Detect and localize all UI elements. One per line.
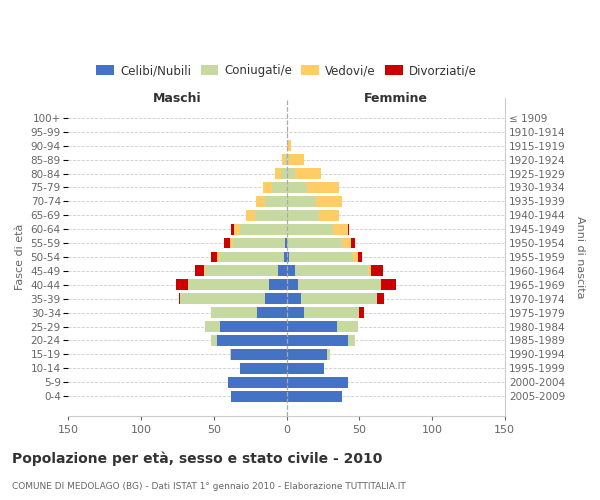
Bar — [298, 280, 380, 290]
Bar — [353, 252, 358, 262]
Bar — [256, 196, 265, 207]
Bar — [269, 280, 287, 290]
Bar — [287, 266, 295, 276]
Bar — [287, 210, 319, 220]
Bar — [347, 224, 349, 234]
Bar — [287, 321, 337, 332]
Bar — [287, 280, 298, 290]
Bar — [229, 377, 287, 388]
Bar — [287, 126, 288, 137]
Bar — [287, 349, 327, 360]
Bar — [304, 307, 359, 318]
Bar — [287, 196, 316, 207]
Bar — [319, 210, 339, 220]
Bar — [211, 252, 217, 262]
Bar — [327, 349, 330, 360]
Bar — [287, 238, 342, 248]
Text: Maschi: Maschi — [153, 92, 202, 106]
Bar — [234, 224, 240, 234]
Bar — [240, 224, 287, 234]
Bar — [380, 280, 381, 290]
Bar — [285, 238, 287, 248]
Bar — [377, 294, 384, 304]
Bar — [287, 294, 301, 304]
Bar — [359, 307, 364, 318]
Bar — [287, 182, 307, 193]
Text: Femmine: Femmine — [364, 92, 428, 106]
Y-axis label: Fasce di età: Fasce di età — [15, 224, 25, 290]
Bar — [284, 252, 287, 262]
Bar — [217, 252, 220, 262]
Bar — [195, 266, 203, 276]
Bar — [287, 140, 291, 151]
Bar — [287, 335, 347, 346]
Bar — [230, 349, 231, 360]
Bar — [287, 168, 295, 179]
Bar — [350, 238, 355, 248]
Bar — [254, 210, 287, 220]
Bar — [205, 266, 278, 276]
Bar — [217, 335, 287, 346]
Bar — [233, 238, 285, 248]
Bar — [272, 182, 287, 193]
Bar — [333, 224, 347, 234]
Bar — [287, 390, 342, 402]
Bar — [176, 280, 188, 290]
Text: Popolazione per età, sesso e stato civile - 2010: Popolazione per età, sesso e stato civil… — [12, 451, 382, 466]
Bar — [287, 363, 325, 374]
Bar — [265, 196, 287, 207]
Bar — [224, 238, 230, 248]
Bar — [211, 335, 217, 346]
Bar — [231, 390, 287, 402]
Bar — [368, 266, 371, 276]
Bar — [301, 294, 377, 304]
Bar — [257, 307, 287, 318]
Bar — [287, 154, 289, 165]
Bar — [289, 252, 353, 262]
Bar — [220, 321, 287, 332]
Bar — [231, 349, 287, 360]
Bar — [358, 252, 362, 262]
Bar — [371, 266, 383, 276]
Bar — [287, 307, 304, 318]
Bar — [285, 154, 287, 165]
Bar — [231, 224, 234, 234]
Bar — [316, 196, 342, 207]
Bar — [179, 294, 181, 304]
Bar — [203, 266, 205, 276]
Legend: Celibi/Nubili, Coniugati/e, Vedovi/e, Divorziati/e: Celibi/Nubili, Coniugati/e, Vedovi/e, Di… — [92, 60, 481, 82]
Bar — [282, 154, 285, 165]
Bar — [295, 266, 368, 276]
Bar — [181, 294, 265, 304]
Bar — [287, 252, 289, 262]
Bar — [307, 182, 339, 193]
Bar — [289, 154, 304, 165]
Bar — [347, 335, 355, 346]
Bar — [342, 238, 350, 248]
Bar — [275, 168, 281, 179]
Text: COMUNE DI MEDOLAGO (BG) - Dati ISTAT 1° gennaio 2010 - Elaborazione TUTTITALIA.I: COMUNE DI MEDOLAGO (BG) - Dati ISTAT 1° … — [12, 482, 406, 491]
Bar — [287, 377, 347, 388]
Bar — [265, 294, 287, 304]
Bar — [230, 238, 233, 248]
Y-axis label: Anni di nascita: Anni di nascita — [575, 216, 585, 298]
Bar — [278, 266, 287, 276]
Bar — [281, 168, 287, 179]
Bar — [295, 168, 322, 179]
Bar — [287, 224, 333, 234]
Bar — [205, 321, 220, 332]
Bar — [188, 280, 269, 290]
Bar — [263, 182, 272, 193]
Bar — [381, 280, 395, 290]
Bar — [240, 363, 287, 374]
Bar — [220, 252, 284, 262]
Bar — [211, 307, 257, 318]
Bar — [246, 210, 254, 220]
Bar — [337, 321, 358, 332]
